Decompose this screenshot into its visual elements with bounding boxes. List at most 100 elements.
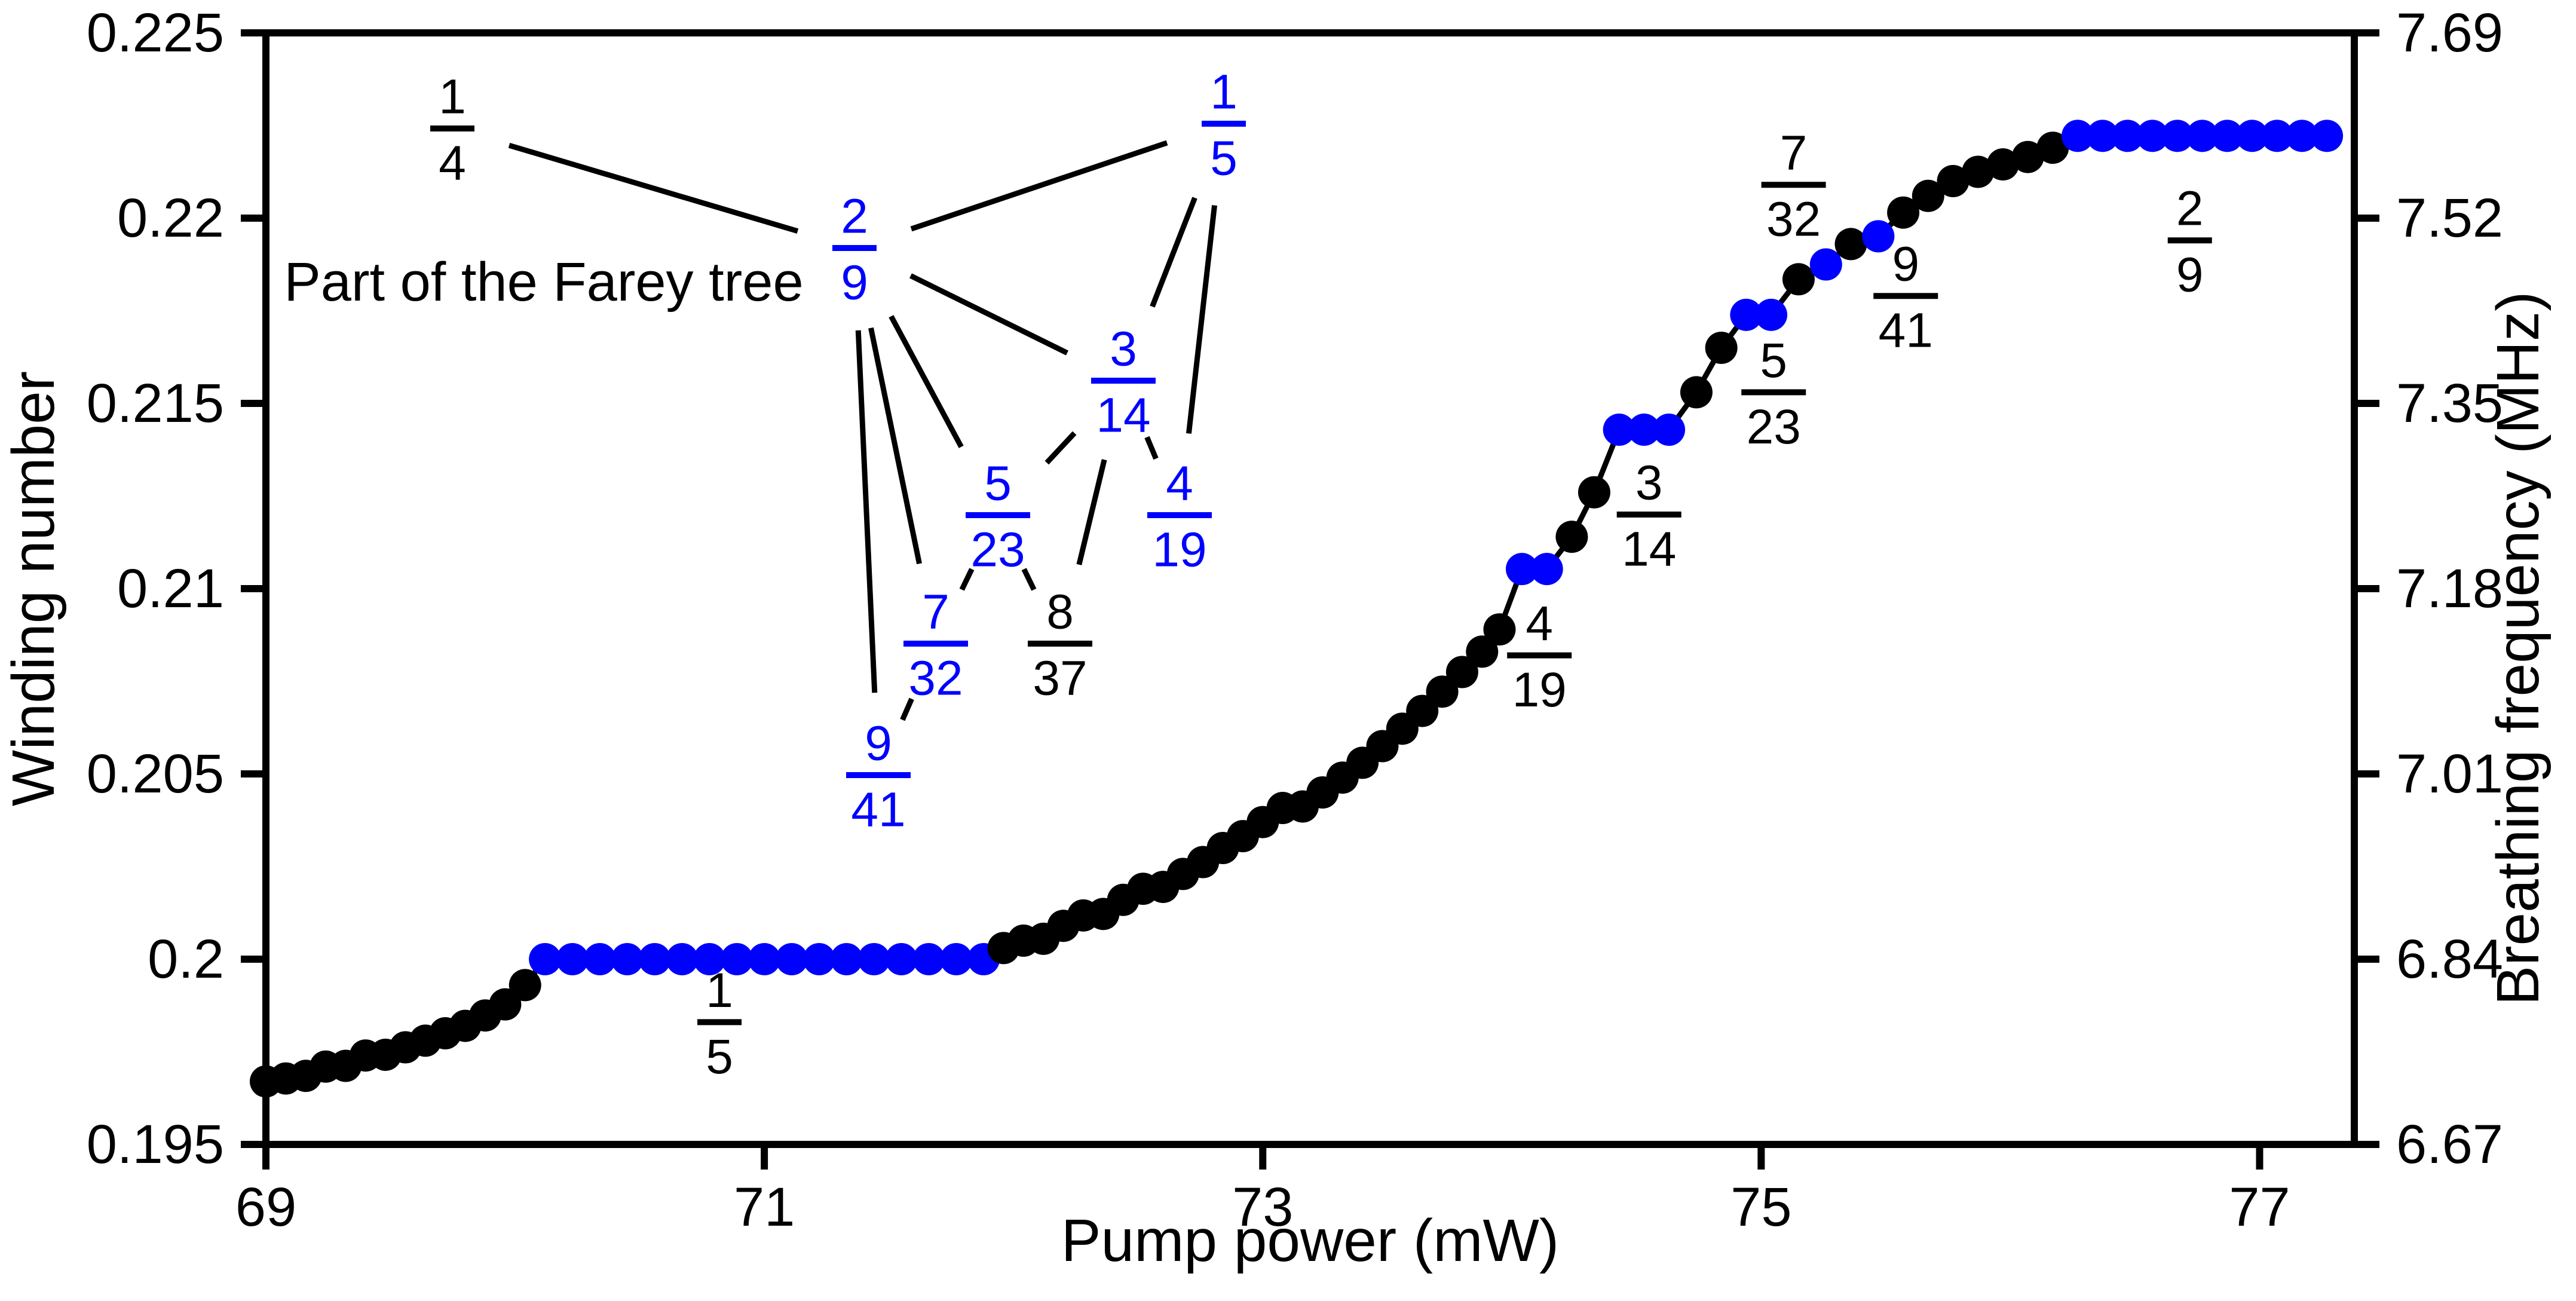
data-point-blue xyxy=(1809,248,1842,281)
left-tick-label: 0.21 xyxy=(117,558,224,619)
farey-node-1/4: 14 xyxy=(430,70,474,191)
x-tick-label: 75 xyxy=(1730,1177,1791,1238)
denominator: 14 xyxy=(1622,522,1676,577)
denominator: 32 xyxy=(1766,192,1821,247)
left-tick-label: 0.22 xyxy=(117,188,224,249)
x-tick-label: 69 xyxy=(235,1177,296,1238)
denominator: 19 xyxy=(1152,523,1206,577)
data-point-blue xyxy=(556,943,589,975)
data-point-blue xyxy=(940,943,973,975)
numerator: 5 xyxy=(984,457,1012,511)
right-tick-label: 7.35 xyxy=(2396,373,2503,434)
curve-label-2-9: 29 xyxy=(2167,182,2212,302)
left-tick-label: 0.215 xyxy=(87,373,224,434)
data-point-blue xyxy=(1628,414,1661,446)
denominator: 4 xyxy=(439,136,466,191)
data-point-blue xyxy=(1530,553,1563,586)
right-tick-label: 7.69 xyxy=(2396,2,2503,63)
numerator: 7 xyxy=(922,585,949,639)
axes-box xyxy=(262,29,2358,1148)
data-point-black xyxy=(1986,148,2019,181)
data-point-blue xyxy=(2086,120,2119,152)
numerator: 3 xyxy=(1110,322,1137,376)
numerator: 4 xyxy=(1526,596,1553,651)
data-point-black xyxy=(1555,521,1588,553)
farey-edge-3/14-5/23 xyxy=(1045,431,1077,465)
curve-label-1-5: 15 xyxy=(697,963,742,1084)
farey-edge-1/5-4/19 xyxy=(1186,205,1218,434)
data-point-black xyxy=(1466,635,1499,668)
curve-label-7-32: 732 xyxy=(1761,126,1826,247)
numerator: 7 xyxy=(1780,126,1808,180)
right-tick-label: 6.67 xyxy=(2396,1114,2503,1175)
left-tick-label: 0.225 xyxy=(87,2,224,63)
denominator: 9 xyxy=(841,256,868,310)
data-point-blue xyxy=(857,943,890,975)
numerator: 2 xyxy=(2176,182,2204,236)
data-point-blue xyxy=(2286,120,2318,152)
data-point-blue xyxy=(583,943,616,975)
data-point-blue xyxy=(1603,414,1635,446)
data-point-blue xyxy=(2186,120,2219,152)
data-point-black xyxy=(1483,613,1516,646)
data-point-blue xyxy=(529,943,562,975)
left-tick-label: 0.195 xyxy=(87,1114,224,1175)
farey-node-2/9: 29 xyxy=(832,189,877,310)
denominator: 37 xyxy=(1033,651,1087,706)
data-point-blue xyxy=(1653,414,1686,446)
farey-edge-7/32-9/41 xyxy=(900,697,914,721)
left-axis-title: Winding number xyxy=(0,371,67,806)
data-point-black xyxy=(1912,179,1944,212)
data-point-blue xyxy=(2260,120,2293,152)
farey-edge-2/9-3/14 xyxy=(909,273,1068,356)
curve-label-3-14: 314 xyxy=(1616,456,1681,577)
farey-edge-2/9-9/41 xyxy=(855,330,878,693)
data-points xyxy=(250,120,2344,1098)
left-tick-label: 0.205 xyxy=(87,743,224,804)
numerator: 9 xyxy=(1892,237,1919,292)
right-axis-title: Breathing frequency (MHz) xyxy=(2485,292,2552,1006)
farey-edge-1/5-3/14 xyxy=(1150,197,1197,308)
data-point-black xyxy=(1887,196,1920,229)
data-point-blue xyxy=(2311,120,2344,152)
numerator: 8 xyxy=(1046,585,1074,639)
denominator: 32 xyxy=(908,651,963,706)
denominator: 19 xyxy=(1512,663,1567,717)
curve-label-4-19: 419 xyxy=(1507,596,1572,717)
farey-edge-1/5-2/9 xyxy=(910,140,1168,232)
data-point-blue xyxy=(611,943,644,975)
numerator: 5 xyxy=(1760,333,1787,388)
x-tick-label: 71 xyxy=(734,1177,795,1238)
farey-node-4/19: 419 xyxy=(1147,457,1212,577)
x-axis-ticks: 69 71 73 75 77 xyxy=(235,1144,2290,1238)
denominator: 5 xyxy=(706,1030,733,1084)
denominator: 9 xyxy=(2176,248,2204,302)
data-point-black xyxy=(1426,675,1459,708)
data-point-blue xyxy=(1730,298,1763,331)
denominator: 14 xyxy=(1096,388,1150,443)
data-point-blue xyxy=(2211,120,2244,152)
data-point-black xyxy=(1962,155,1995,188)
farey-tree-edges xyxy=(508,140,1218,721)
numerator: 1 xyxy=(439,70,466,124)
farey-node-7/32: 732 xyxy=(903,585,968,706)
numerator: 3 xyxy=(1635,456,1663,510)
denominator: 41 xyxy=(851,783,905,837)
farey-edge-3/14-8/37 xyxy=(1076,459,1107,565)
farey-edge-5/23-8/37 xyxy=(1021,568,1037,591)
data-point-blue xyxy=(912,943,945,975)
numerator: 1 xyxy=(1210,65,1238,120)
data-point-black xyxy=(1834,228,1867,261)
farey-tree-title: Part of the Farey tree xyxy=(284,252,803,313)
x-axis-title: Pump power (mW) xyxy=(1061,1207,1559,1274)
data-point-blue xyxy=(748,943,781,975)
data-point-black xyxy=(489,988,522,1021)
data-point-black xyxy=(2036,131,2069,164)
data-point-black xyxy=(1705,332,1738,364)
data-point-blue xyxy=(2062,120,2094,152)
data-point-blue xyxy=(2161,120,2194,152)
farey-node-3/14: 314 xyxy=(1091,322,1156,443)
data-point-blue xyxy=(2236,120,2269,152)
x-tick-label: 73 xyxy=(1232,1177,1293,1238)
